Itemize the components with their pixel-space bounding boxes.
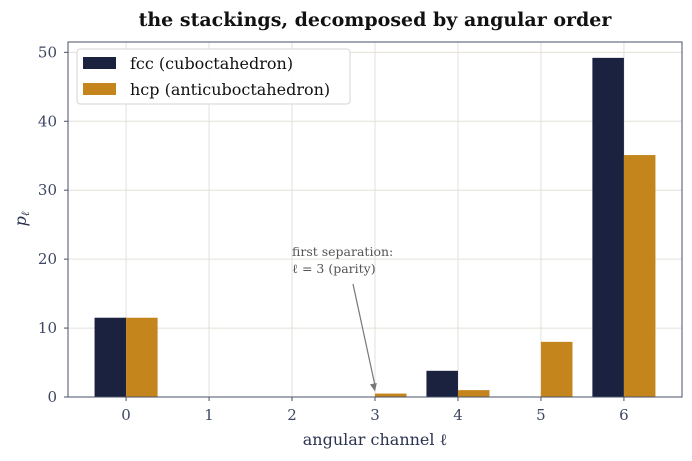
x-tick-label: 4	[453, 406, 463, 424]
legend: fcc (cuboctahedron) hcp (anticuboctahedr…	[76, 48, 351, 105]
y-axis-label: pℓ	[11, 211, 32, 226]
y-tick-label: 10	[38, 319, 57, 337]
annotation-line-2: ℓ = 3 (parity)	[292, 261, 376, 276]
annotation-arrowhead	[369, 383, 377, 392]
y-tick-label: 20	[38, 250, 57, 268]
chart-title: the stackings, decomposed by angular ord…	[139, 9, 613, 31]
x-tick-label: 0	[121, 406, 131, 424]
y-tick-label: 40	[38, 112, 57, 130]
bar-hcp	[457, 390, 490, 397]
x-tick-label: 2	[287, 406, 297, 424]
y-tick-label: 30	[38, 181, 57, 199]
x-tick-label: 1	[204, 406, 214, 424]
legend-label-hcp: hcp (anticuboctahedron)	[130, 80, 330, 99]
y-tick-label: 50	[38, 43, 57, 61]
bars	[94, 57, 656, 397]
legend-label-fcc: fcc (cuboctahedron)	[130, 54, 293, 73]
grid	[68, 42, 682, 398]
bar-hcp	[375, 393, 407, 397]
annotation: first separation: ℓ = 3 (parity)	[292, 244, 393, 392]
x-tick-label: 6	[619, 406, 629, 424]
legend-swatch-hcp	[83, 83, 116, 95]
legend-box	[76, 48, 351, 105]
bar-fcc	[426, 370, 458, 397]
bar-hcp	[623, 155, 656, 397]
y-tick-labels: 0 10 20 30 40 50	[38, 43, 68, 406]
bar-fcc	[592, 57, 624, 397]
x-tick-label: 3	[370, 406, 380, 424]
x-tick-labels: 0 1 2 3 4 5 6	[121, 397, 629, 424]
annotation-arrow	[352, 283, 376, 386]
bar-hcp	[540, 341, 573, 397]
bar-fcc	[94, 317, 127, 397]
x-tick-label: 5	[536, 406, 546, 424]
x-axis-label: angular channel ℓ	[303, 430, 448, 449]
y-tick-label: 0	[47, 388, 57, 406]
annotation-line-1: first separation:	[292, 244, 393, 259]
legend-swatch-fcc	[83, 57, 116, 69]
bar-hcp	[126, 317, 158, 397]
